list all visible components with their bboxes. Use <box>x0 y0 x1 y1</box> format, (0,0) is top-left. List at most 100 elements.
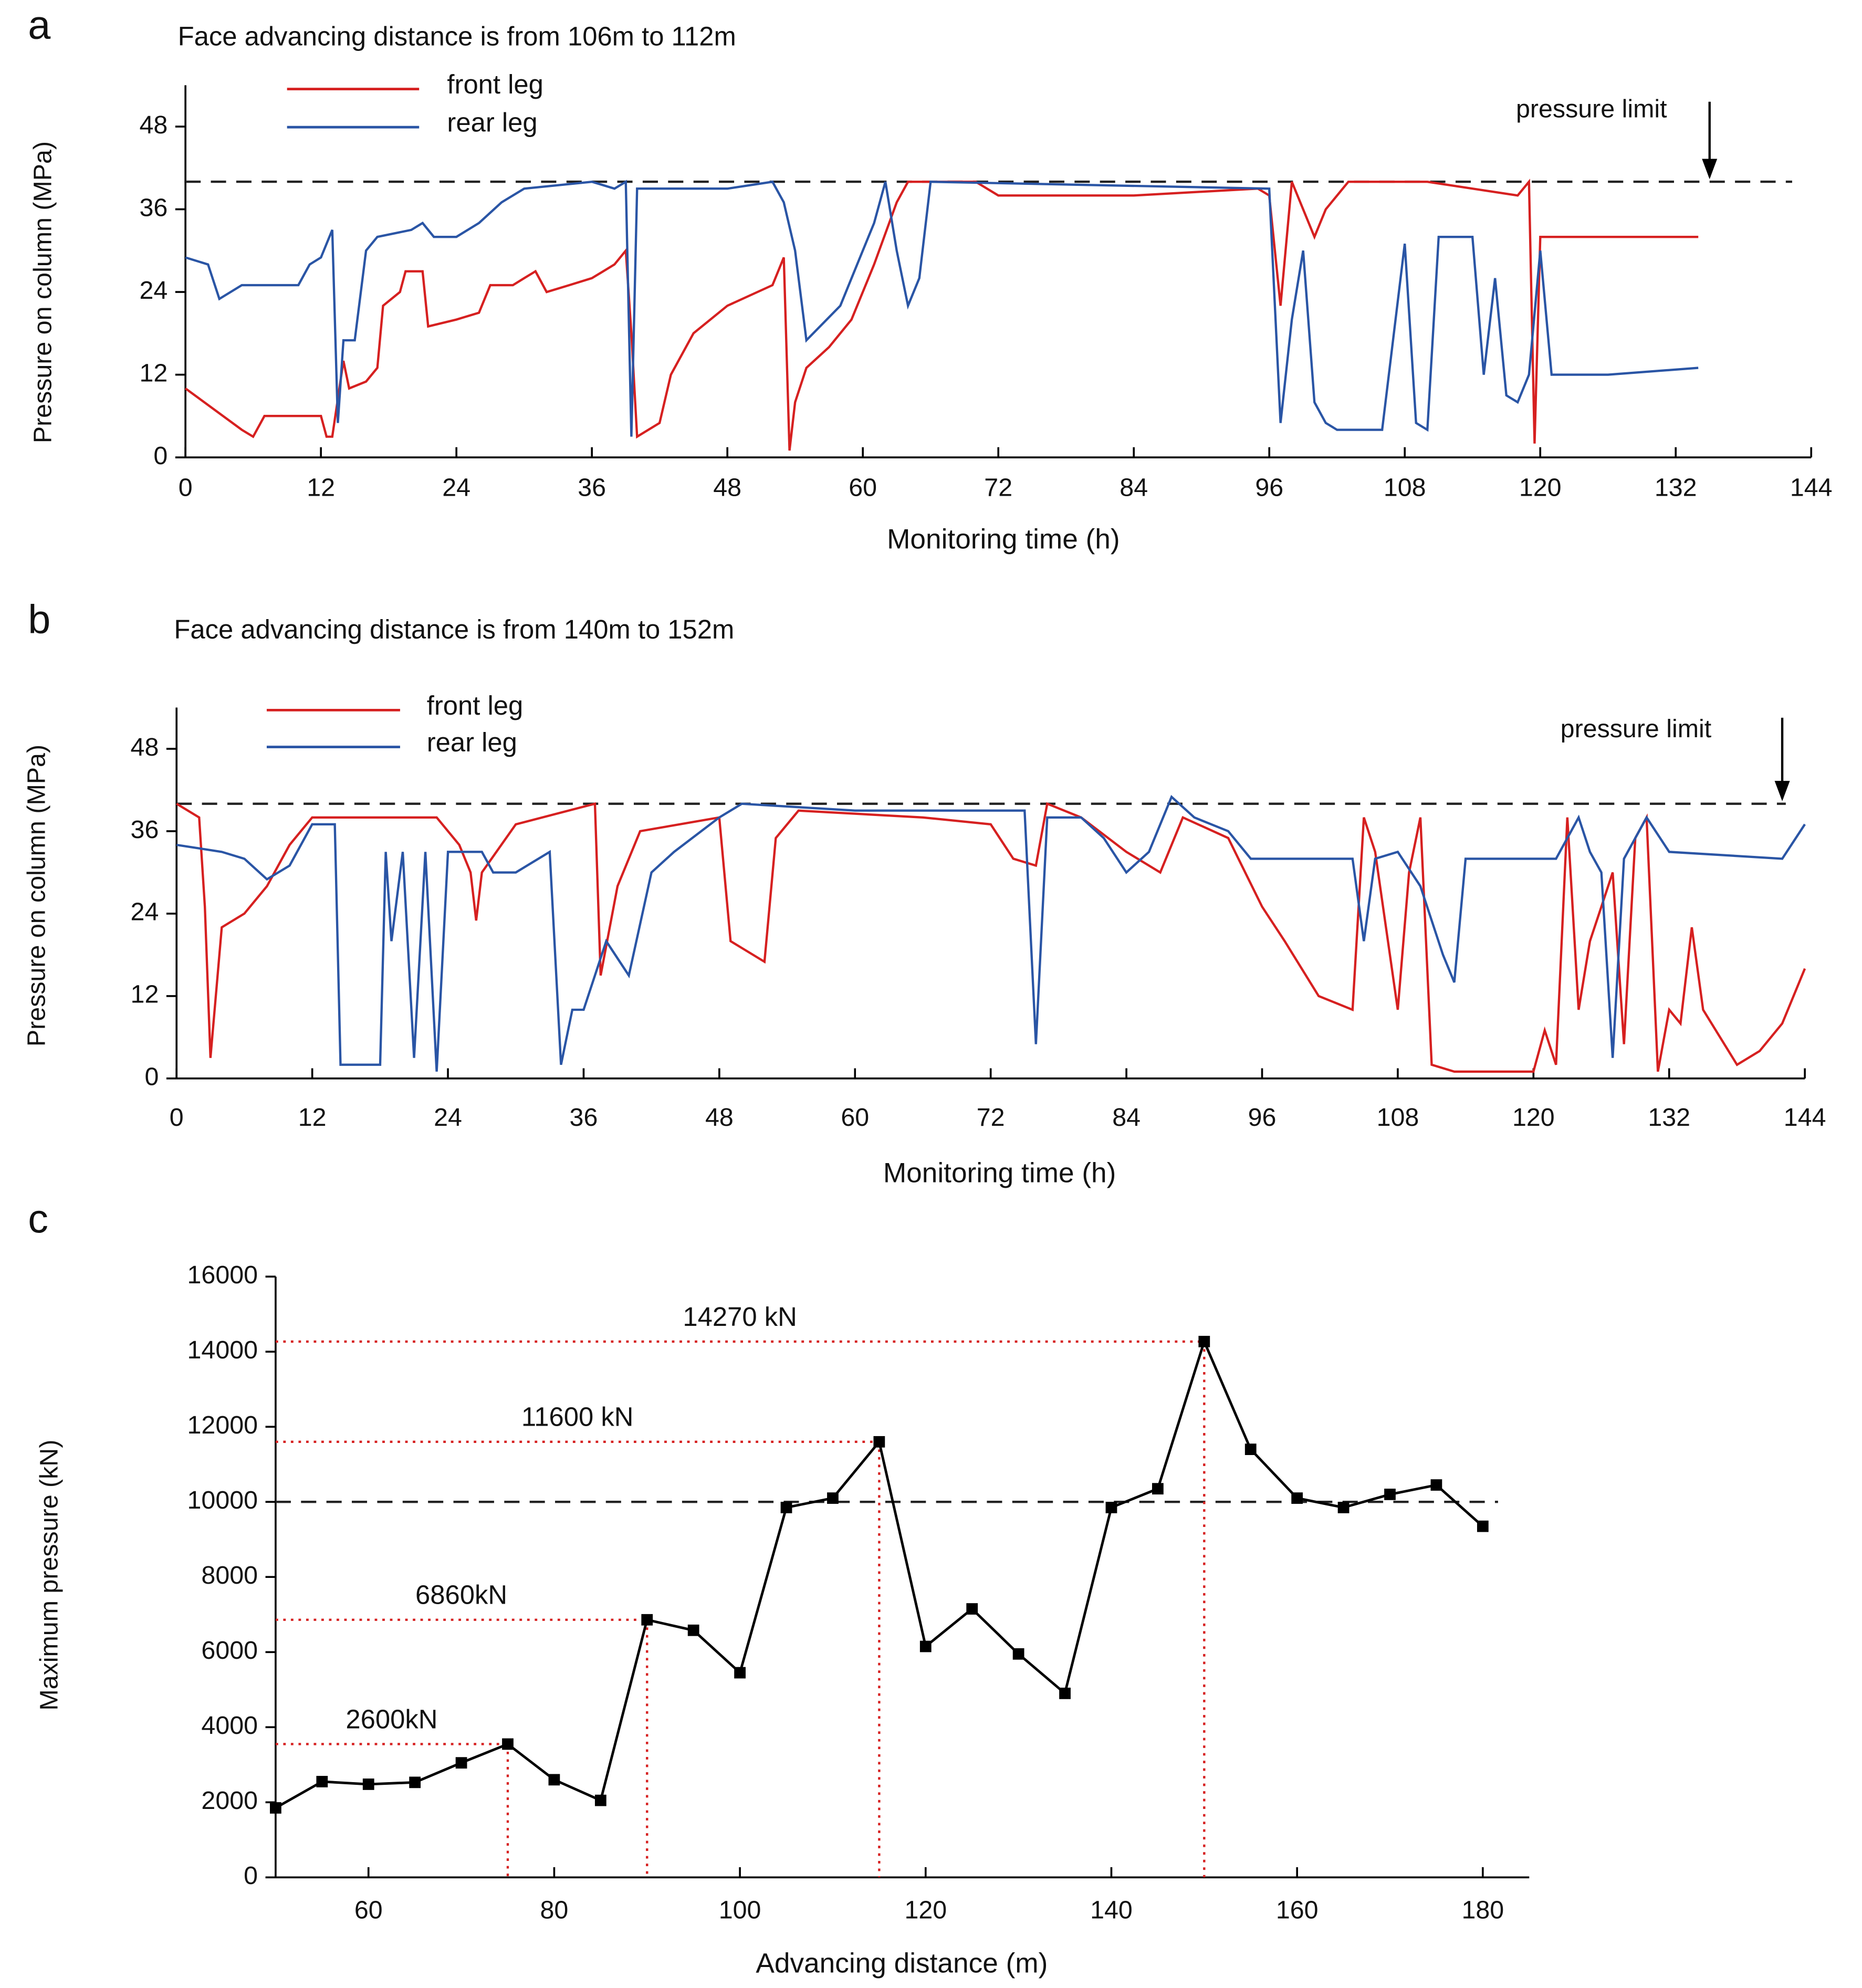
x-tick-label: 132 <box>1648 1103 1690 1132</box>
marker <box>455 1757 467 1769</box>
marker <box>919 1640 932 1652</box>
y-tick-label: 48 <box>131 733 159 761</box>
series-line <box>176 802 1806 1073</box>
legend-label: rear leg <box>447 108 537 138</box>
x-tick-label: 60 <box>354 1896 383 1924</box>
y-tick-label: 24 <box>131 898 159 926</box>
y-tick-label: 8000 <box>201 1561 258 1589</box>
series-line <box>275 1337 1484 1809</box>
x-tick-label: 108 <box>1377 1103 1419 1132</box>
panel-letter: c <box>28 1197 48 1242</box>
marker <box>502 1738 514 1750</box>
x-tick-label: 120 <box>904 1896 947 1924</box>
arrow-head <box>1774 781 1790 801</box>
y-tick-label: 14000 <box>187 1336 258 1364</box>
y-tick-label: 36 <box>139 193 168 222</box>
y-tick-label: 36 <box>131 815 159 844</box>
annotation-label: 14270 kN <box>683 1302 797 1332</box>
x-tick-label: 12 <box>307 473 335 501</box>
panel-letter: a <box>28 3 51 48</box>
y-tick-label: 4000 <box>201 1711 258 1740</box>
reference-label: pressure limit <box>1561 715 1712 743</box>
x-tick-label: 100 <box>719 1896 761 1924</box>
marker <box>966 1603 978 1615</box>
series-line <box>176 794 1806 1072</box>
x-tick-label: 72 <box>984 473 1012 501</box>
x-tick-label: 180 <box>1462 1896 1504 1924</box>
y-axis-label: Maximum pressure (kN) <box>35 1440 64 1711</box>
x-tick-label: 24 <box>434 1103 462 1132</box>
x-axis-label: Monitoring time (h) <box>883 1158 1116 1189</box>
series-line <box>185 180 1699 437</box>
x-axis-label: Monitoring time (h) <box>887 524 1120 555</box>
x-tick-label: 36 <box>570 1103 598 1132</box>
x-tick-label: 120 <box>1519 473 1562 501</box>
series-line <box>184 179 1699 451</box>
marker <box>1477 1520 1489 1532</box>
x-tick-label: 108 <box>1384 473 1426 501</box>
legend-label: rear leg <box>427 727 517 757</box>
marker <box>1291 1492 1303 1504</box>
arrow-head <box>1702 159 1718 180</box>
chart-title: Face advancing distance is from 140m to … <box>174 614 734 644</box>
x-tick-label: 0 <box>170 1103 184 1132</box>
chart-title: Face advancing distance is from 106m to … <box>178 21 736 51</box>
legend-label: front leg <box>427 690 524 720</box>
x-tick-label: 132 <box>1655 473 1697 501</box>
annotation-label: 11600 kN <box>521 1402 634 1432</box>
marker <box>641 1614 653 1626</box>
x-tick-label: 72 <box>977 1103 1005 1132</box>
y-tick-label: 12 <box>139 359 168 387</box>
x-tick-label: 144 <box>1790 473 1833 501</box>
y-tick-label: 48 <box>139 111 168 139</box>
x-tick-label: 48 <box>705 1103 734 1132</box>
marker <box>1059 1688 1071 1699</box>
x-tick-label: 96 <box>1248 1103 1277 1132</box>
marker <box>687 1624 699 1636</box>
marker <box>1384 1489 1396 1500</box>
x-tick-label: 144 <box>1784 1103 1826 1132</box>
y-tick-label: 10000 <box>187 1486 258 1514</box>
panel-letter: b <box>28 597 50 642</box>
y-tick-label: 12 <box>131 980 159 1009</box>
annotation-label: 6860kN <box>415 1580 507 1610</box>
marker <box>1337 1502 1350 1513</box>
legend-label: front leg <box>447 69 543 99</box>
x-tick-label: 84 <box>1112 1103 1141 1132</box>
x-tick-label: 36 <box>578 473 606 501</box>
marker <box>362 1778 374 1790</box>
marker <box>1244 1443 1257 1456</box>
x-tick-label: 0 <box>179 473 193 501</box>
marker <box>1198 1336 1210 1347</box>
y-tick-label: 0 <box>144 1063 159 1091</box>
x-tick-label: 48 <box>713 473 741 501</box>
x-tick-label: 80 <box>540 1896 569 1924</box>
y-tick-label: 24 <box>139 276 168 305</box>
reference-label: pressure limit <box>1516 95 1667 123</box>
x-tick-label: 12 <box>298 1103 327 1132</box>
marker <box>548 1774 560 1786</box>
y-tick-label: 0 <box>153 442 168 470</box>
marker <box>780 1502 792 1513</box>
x-tick-label: 84 <box>1120 473 1148 501</box>
x-tick-label: 120 <box>1512 1103 1555 1132</box>
x-axis-label: Advancing distance (m) <box>756 1948 1048 1979</box>
marker <box>873 1436 885 1448</box>
marker <box>1012 1648 1024 1660</box>
y-tick-label: 0 <box>244 1861 258 1890</box>
y-tick-label: 16000 <box>187 1261 258 1289</box>
x-tick-label: 140 <box>1090 1896 1133 1924</box>
marker <box>594 1794 606 1806</box>
annotation-label: 2600kN <box>346 1704 437 1734</box>
marker <box>1430 1479 1442 1491</box>
y-tick-label: 2000 <box>201 1786 258 1815</box>
x-tick-label: 96 <box>1255 473 1283 501</box>
x-tick-label: 60 <box>849 473 877 501</box>
marker <box>1105 1502 1117 1513</box>
y-tick-label: 12000 <box>187 1411 258 1439</box>
marker <box>270 1802 281 1814</box>
x-tick-label: 160 <box>1276 1896 1319 1924</box>
x-tick-label: 60 <box>841 1103 869 1132</box>
